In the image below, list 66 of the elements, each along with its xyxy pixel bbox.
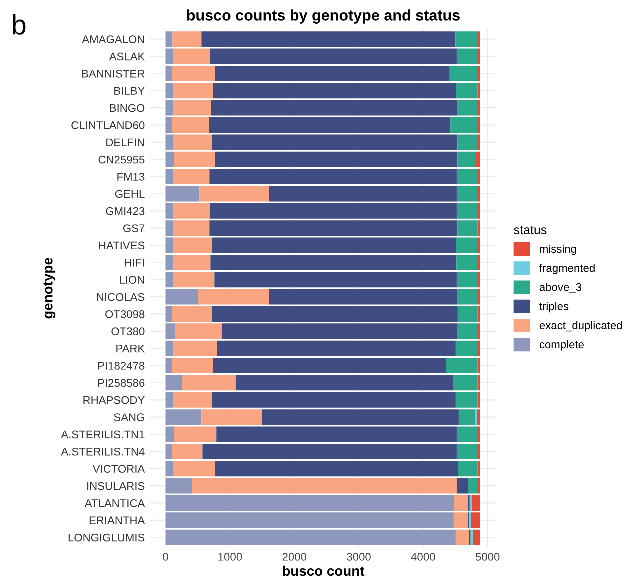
bar xyxy=(166,426,174,442)
bar xyxy=(212,238,456,254)
y-tick-label: GEHL xyxy=(115,190,145,198)
x-tick-label: 3000 xyxy=(347,553,371,561)
y-tick-label: ERIANTHA xyxy=(90,516,146,524)
bar xyxy=(173,238,212,254)
bar xyxy=(456,530,470,546)
y-tick-label: GMI423 xyxy=(106,207,145,216)
bar xyxy=(216,426,457,442)
y-tick-label: OT3098 xyxy=(106,310,145,318)
bar xyxy=(456,426,478,442)
y-tick-label: PI258586 xyxy=(98,379,145,388)
x-tick-label: 2000 xyxy=(282,553,307,561)
y-tick-label: GS7 xyxy=(123,224,145,232)
y-tick-label: CN25955 xyxy=(98,156,145,164)
x-tick-label: 1000 xyxy=(218,553,242,561)
y-tick-label: BINGO xyxy=(110,104,145,112)
bar xyxy=(473,530,480,546)
y-tick-label: NICOLAS xyxy=(97,293,145,302)
y-tick-label: ATLANTICA xyxy=(84,499,146,508)
legend-label: fragmented xyxy=(540,264,595,274)
y-axis-title: genotype xyxy=(44,258,56,319)
y-tick-label: FM13 xyxy=(118,173,145,181)
bar xyxy=(477,32,480,48)
y-tick-label: RHAPSODY xyxy=(84,396,145,404)
bar xyxy=(166,530,456,546)
y-tick-label: HATIVES xyxy=(99,242,145,250)
bar xyxy=(456,478,468,494)
y-tick-label: CLINTLAND60 xyxy=(72,122,145,130)
bar xyxy=(166,32,173,48)
bar xyxy=(477,426,480,442)
y-tick-label: BILBY xyxy=(114,87,145,95)
y-tick-label: A.STERILIS.TN1 xyxy=(61,430,145,439)
legend-label: exact_duplicated xyxy=(540,321,622,332)
y-tick-label: OT380 xyxy=(112,328,145,336)
x-tick-label: 4000 xyxy=(411,553,436,561)
y-tick-label: PI182478 xyxy=(98,362,145,370)
chart-title: busco counts by genotype and status xyxy=(187,10,460,24)
y-tick-label: AMAGALON xyxy=(82,36,144,44)
y-tick-label: LONGIGLUMIS xyxy=(68,534,145,542)
y-tick-label: LION xyxy=(120,276,144,284)
legend-label: triples xyxy=(540,302,569,313)
x-axis-title: busco count xyxy=(283,566,365,576)
y-tick-label: PARK xyxy=(116,344,146,353)
y-tick-label: INSULARIS xyxy=(88,482,145,490)
bar xyxy=(174,426,217,442)
legend-label: missing xyxy=(540,244,576,256)
y-tick-label: ASLAK xyxy=(109,52,146,61)
x-tick-label: 5000 xyxy=(476,553,500,561)
y-tick-label: BANNISTER xyxy=(82,70,145,78)
legend-title: status xyxy=(514,226,547,234)
y-tick-label: VICTORIA xyxy=(92,465,146,473)
legend-label: complete xyxy=(540,340,584,351)
x-tick-label: 0 xyxy=(163,553,168,561)
y-tick-label: SANG xyxy=(114,414,144,422)
y-tick-label: A.STERILIS.TN4 xyxy=(61,448,145,456)
bar xyxy=(166,238,174,254)
bar xyxy=(456,32,478,48)
bar xyxy=(202,32,456,48)
y-tick-label: HIFI xyxy=(125,259,144,267)
text: b xyxy=(13,14,26,35)
legend-label: above_3 xyxy=(540,283,582,294)
y-tick-label: DELFIN xyxy=(106,138,144,146)
bar xyxy=(172,32,202,48)
bar xyxy=(456,238,478,254)
bar xyxy=(477,238,480,254)
